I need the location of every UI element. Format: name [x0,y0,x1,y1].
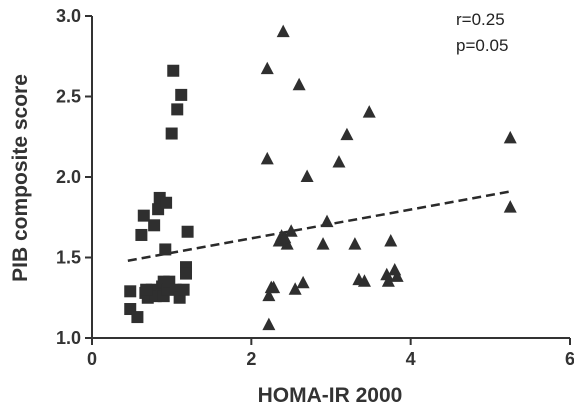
triangle-point [384,233,398,247]
triangle-point [357,274,371,287]
triangle-point [267,280,281,294]
x-tick-label: 0 [87,349,97,369]
y-tick-label: 2.5 [56,87,81,107]
triangle-point [381,274,395,287]
x-tick-label: 2 [246,349,256,369]
triangle-point [260,151,274,165]
triangle-point [278,230,292,244]
square-point [167,64,180,77]
triangle-point [362,105,376,118]
square-point [177,283,190,296]
y-tick-label: 1.0 [56,328,81,348]
square-point [160,196,173,209]
square-point [131,311,144,324]
triangle-point [348,237,362,250]
triangle-point [320,214,334,228]
triangle-point [262,317,276,331]
triangle-point [260,61,274,75]
triangle-point [292,77,306,91]
triangle-point [380,267,394,281]
square-point [171,103,184,116]
data-points [124,24,517,331]
x-tick-label: 6 [565,349,574,369]
triangle-point [262,288,276,302]
regression-layer [127,190,511,262]
square-point [140,283,153,296]
square-point [180,267,193,280]
x-tick-label: 4 [406,349,416,369]
triangle-point [503,200,517,213]
square-point [135,228,148,241]
square-point [124,285,137,298]
y-tick-label: 3.0 [56,6,81,26]
square-point [181,225,194,238]
square-point [165,127,178,140]
triangle-point [503,130,517,144]
square-point [159,243,172,256]
triangle-point [288,282,302,295]
triangle-point [284,224,298,237]
triangle-point [296,275,310,289]
triangle-point [340,127,354,141]
square-point [137,209,150,222]
square-point [148,219,161,232]
triangle-point [390,269,404,282]
y-tick-label: 2.0 [56,167,81,187]
p-value-annotation: p=0.05 [456,36,508,55]
triangle-point [316,237,330,250]
correlation-annotation: r=0.25 [456,10,505,29]
chart-ticks: 0 2 4 6 1.0 1.5 2.0 2.5 3.0 [56,6,574,369]
square-point [175,88,188,101]
triangle-point [300,169,314,183]
square-point [124,303,137,316]
triangle-point [280,237,294,250]
triangle-point [276,24,290,38]
y-axis-title: PIB composite score [9,74,32,282]
triangle-point [332,155,346,168]
y-tick-label: 1.5 [56,248,81,268]
x-axis-title: HOMA-IR 2000 [258,384,403,407]
regression-line [127,190,511,262]
